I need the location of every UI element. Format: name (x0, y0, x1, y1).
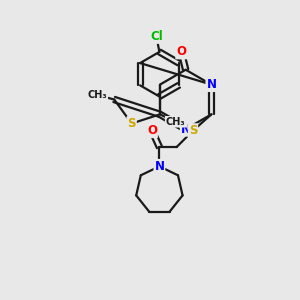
Text: N: N (154, 160, 164, 173)
Text: O: O (176, 45, 186, 58)
Text: S: S (128, 117, 136, 130)
Text: N: N (206, 78, 216, 91)
Text: S: S (189, 124, 197, 137)
Text: O: O (147, 124, 157, 137)
Text: CH₃: CH₃ (166, 117, 185, 127)
Text: Cl: Cl (150, 30, 163, 43)
Text: CH₃: CH₃ (88, 90, 107, 100)
Text: N: N (181, 123, 191, 136)
